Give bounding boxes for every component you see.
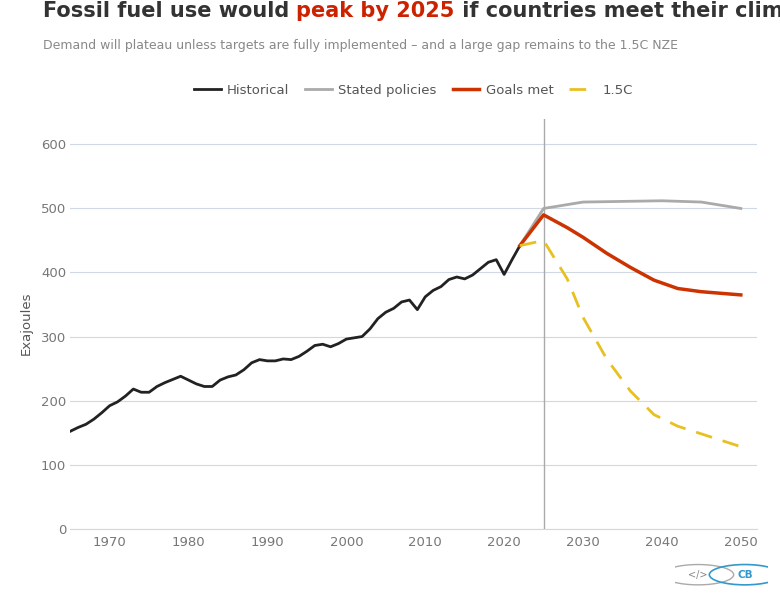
Text: if countries meet their climate goals: if countries meet their climate goals	[455, 1, 780, 21]
Text: </>: </>	[689, 570, 708, 580]
Text: CB: CB	[737, 570, 753, 580]
Y-axis label: Exajoules: Exajoules	[20, 292, 33, 355]
Text: Demand will plateau unless targets are fully implemented – and a large gap remai: Demand will plateau unless targets are f…	[43, 39, 678, 52]
Legend: Historical, Stated policies, Goals met, 1.5C: Historical, Stated policies, Goals met, …	[189, 78, 638, 102]
Text: peak by 2025: peak by 2025	[296, 1, 455, 21]
Text: Fossil fuel use would: Fossil fuel use would	[43, 1, 296, 21]
